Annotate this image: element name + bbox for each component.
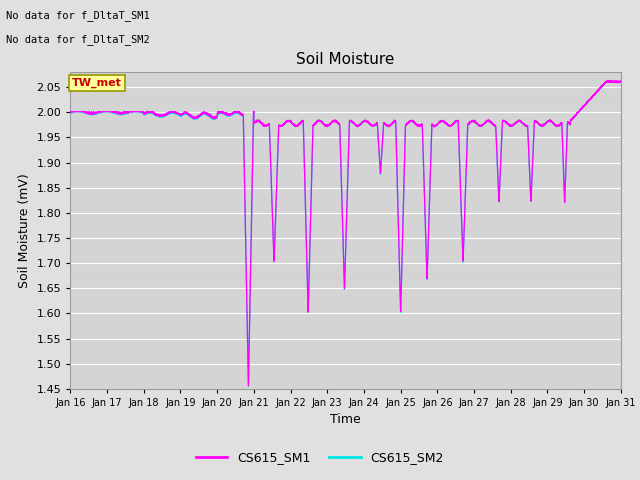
X-axis label: Time: Time [330,413,361,426]
Title: Soil Moisture: Soil Moisture [296,52,395,67]
Text: No data for f_DltaT_SM1: No data for f_DltaT_SM1 [6,10,150,21]
Y-axis label: Soil Moisture (mV): Soil Moisture (mV) [18,173,31,288]
Legend: CS615_SM1, CS615_SM2: CS615_SM1, CS615_SM2 [191,446,449,469]
Text: No data for f_DltaT_SM2: No data for f_DltaT_SM2 [6,34,150,45]
Text: TW_met: TW_met [72,78,122,88]
